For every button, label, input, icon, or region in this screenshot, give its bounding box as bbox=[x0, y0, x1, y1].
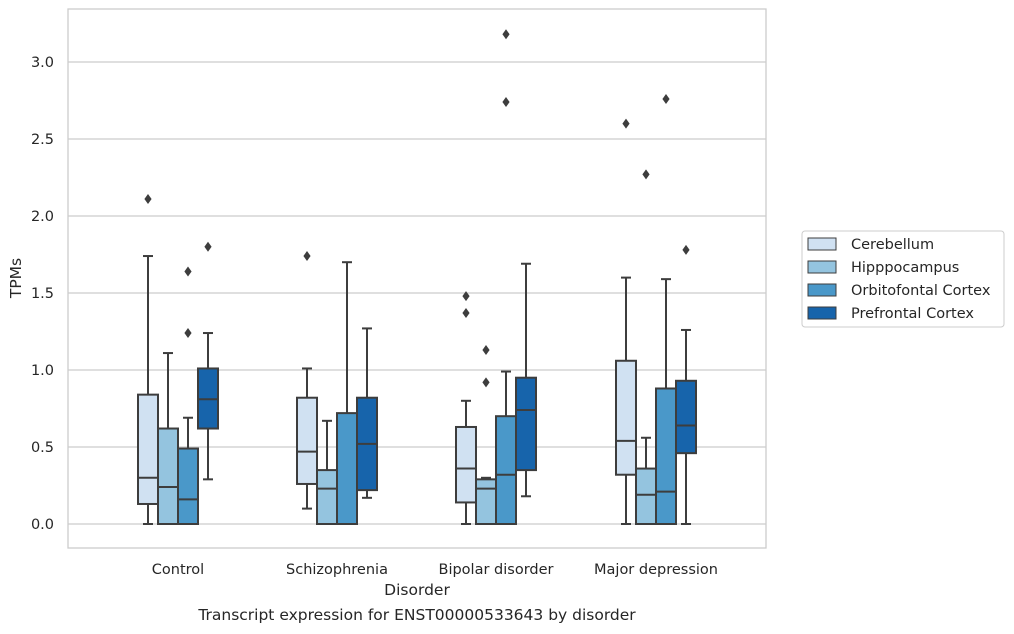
legend-label: Prefrontal Cortex bbox=[851, 306, 974, 322]
x-tick-labels: Control Schizophrenia Bipolar disorder Majo… bbox=[152, 562, 718, 578]
outlier-point bbox=[502, 97, 510, 108]
legend-label: Hipppocampus bbox=[851, 260, 959, 276]
y-tick-label: 1.5 bbox=[31, 286, 54, 302]
box-body bbox=[495, 415, 517, 526]
y-tick-labels: 0.0 0.5 1.0 1.5 2.0 2.5 3.0 bbox=[31, 55, 54, 533]
x-tick-label: Schizophrenia bbox=[286, 562, 388, 578]
box-2-2 bbox=[495, 29, 517, 526]
x-tick-label: Major depression bbox=[594, 562, 718, 578]
box-body bbox=[177, 447, 199, 526]
legend-swatch bbox=[807, 283, 837, 297]
y-tick-label: 0.5 bbox=[31, 440, 54, 456]
box-3-3 bbox=[675, 244, 697, 525]
legend-frame bbox=[801, 230, 1005, 328]
box-body bbox=[316, 469, 338, 526]
outlier-point bbox=[462, 308, 470, 319]
y-tick-label: 3.0 bbox=[31, 55, 54, 71]
outlier-point bbox=[204, 241, 212, 252]
outlier-point bbox=[502, 29, 510, 40]
outlier-point bbox=[662, 93, 670, 104]
box-2-0 bbox=[177, 266, 199, 526]
y-tick-label: 0.0 bbox=[31, 517, 54, 533]
box-1-3 bbox=[635, 169, 657, 525]
x-tick-label: Bipolar disorder bbox=[439, 562, 554, 578]
y-tick-label: 1.0 bbox=[31, 363, 54, 379]
box-2-1 bbox=[336, 261, 358, 525]
outlier-point bbox=[184, 328, 192, 339]
outlier-point bbox=[682, 244, 690, 255]
y-tick-label: 2.0 bbox=[31, 209, 54, 225]
box-body bbox=[336, 412, 358, 525]
box-1-2 bbox=[475, 344, 497, 525]
legend: Cerebellum Hipppocampus Orbitofontal Corte… bbox=[801, 230, 1005, 328]
box-body bbox=[655, 387, 677, 526]
box-1-1 bbox=[316, 419, 338, 526]
legend-label: Cerebellum bbox=[851, 237, 934, 253]
figure-caption: Transcript expression for ENST0000053364… bbox=[198, 606, 636, 624]
box-body bbox=[157, 427, 179, 525]
box-0-3 bbox=[615, 118, 637, 525]
box-1-0 bbox=[157, 352, 179, 525]
box-body bbox=[137, 393, 159, 505]
x-axis-title: Disorder bbox=[384, 581, 450, 599]
box-body bbox=[515, 376, 537, 472]
box-body bbox=[615, 359, 637, 476]
box-body bbox=[635, 467, 657, 525]
legend-swatch bbox=[807, 260, 837, 274]
legend-swatch bbox=[807, 237, 837, 251]
box-0-2 bbox=[455, 291, 477, 525]
box-body bbox=[296, 396, 318, 485]
outlier-point bbox=[303, 251, 311, 262]
box-3-1 bbox=[356, 327, 378, 499]
box-2-3 bbox=[655, 93, 677, 526]
x-tick-label: Control bbox=[152, 562, 204, 578]
outlier-point bbox=[622, 118, 630, 129]
outlier-point bbox=[462, 291, 470, 302]
box-groups bbox=[137, 29, 697, 526]
outlier-point bbox=[482, 377, 490, 388]
outlier-point bbox=[184, 266, 192, 277]
box-body bbox=[675, 379, 697, 455]
y-axis-title: TPMs bbox=[7, 258, 25, 299]
box-0-0 bbox=[137, 194, 159, 525]
box-3-2 bbox=[515, 262, 537, 498]
y-tick-label: 2.5 bbox=[31, 132, 54, 148]
plot-frame bbox=[67, 8, 767, 549]
box-0-1 bbox=[296, 251, 318, 510]
box-body bbox=[475, 478, 497, 525]
legend-swatch bbox=[807, 306, 837, 320]
legend-label: Orbitofontal Cortex bbox=[851, 283, 991, 299]
grid-lines bbox=[68, 61, 766, 525]
box-3-0 bbox=[197, 241, 219, 481]
outlier-point bbox=[482, 344, 490, 355]
outlier-point bbox=[642, 169, 650, 180]
legend-items: Cerebellum Hipppocampus Orbitofontal Corte… bbox=[807, 237, 991, 322]
box-body bbox=[455, 425, 477, 504]
outlier-point bbox=[144, 194, 152, 205]
